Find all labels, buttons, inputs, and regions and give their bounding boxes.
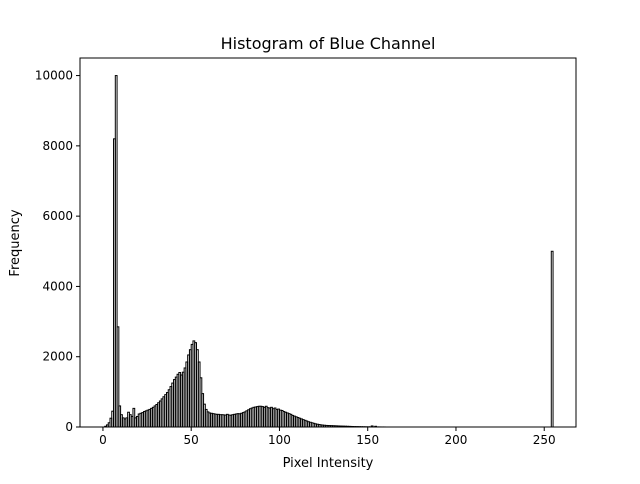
x-tick-label: 50 (184, 433, 199, 447)
y-tick-label: 6000 (42, 209, 73, 223)
x-tick-label: 0 (99, 433, 107, 447)
x-axis-label: Pixel Intensity (283, 456, 374, 471)
y-axis-label: Frequency (8, 209, 23, 276)
y-tick-label: 2000 (42, 350, 73, 364)
x-tick-label: 200 (445, 433, 468, 447)
x-tick-label: 250 (533, 433, 556, 447)
y-tick-label: 4000 (42, 279, 73, 293)
y-tick-label: 8000 (42, 139, 73, 153)
x-tick-label: 100 (268, 433, 291, 447)
y-tick-label: 10000 (35, 69, 73, 83)
x-tick-label: 150 (356, 433, 379, 447)
chart-title: Histogram of Blue Channel (221, 34, 436, 53)
y-tick-label: 0 (65, 420, 73, 434)
